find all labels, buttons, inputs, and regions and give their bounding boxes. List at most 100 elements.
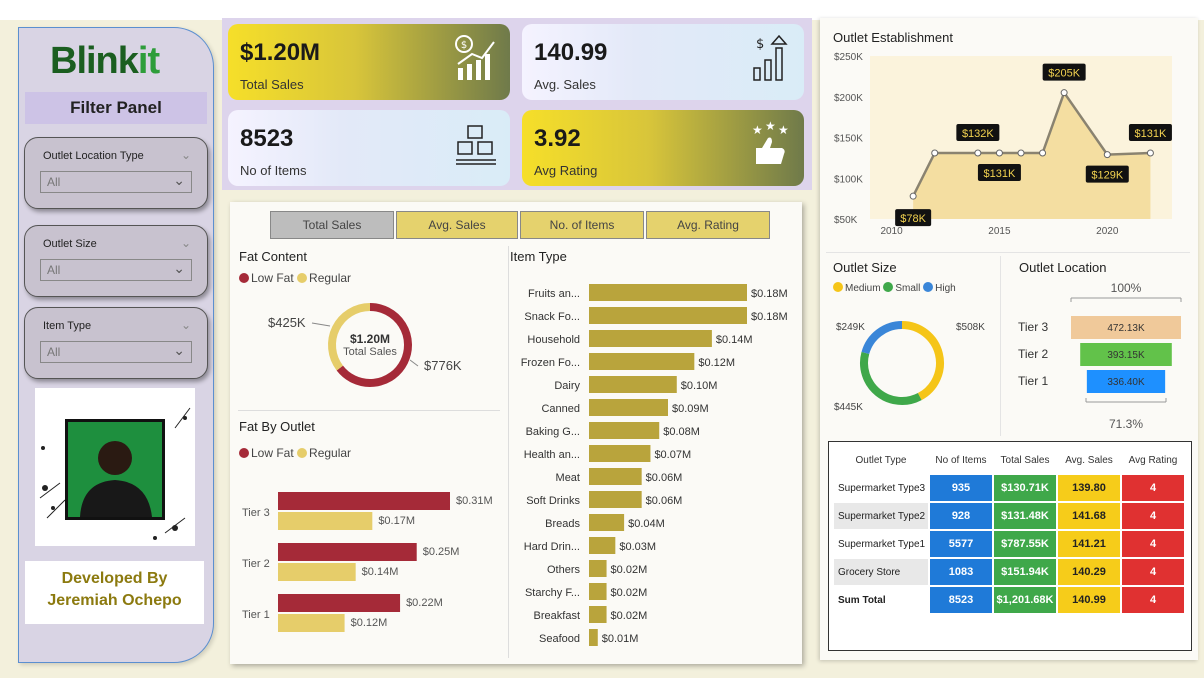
table-cell: 4 bbox=[1122, 531, 1184, 557]
tab-no-of-items[interactable]: No. of Items bbox=[520, 211, 644, 239]
slicer-value: All bbox=[47, 263, 61, 277]
y-tick-label: Health an... bbox=[524, 449, 580, 461]
data-label: 393.15K bbox=[1107, 350, 1145, 361]
table-cell: 5577 bbox=[930, 531, 992, 557]
item-bar bbox=[589, 399, 668, 416]
item-bar bbox=[589, 330, 712, 347]
column-header[interactable]: Avg. Sales bbox=[1065, 454, 1113, 466]
data-label-box bbox=[1085, 165, 1129, 183]
kpi-label: Avg. Sales bbox=[534, 77, 596, 92]
column-header[interactable]: Outlet Type bbox=[855, 454, 907, 466]
data-label: $0.10M bbox=[681, 380, 718, 392]
main-charts-panel bbox=[230, 202, 802, 664]
fat-by-outlet-legend: Low Fat Regular bbox=[239, 446, 351, 460]
table-cell: Sum Total bbox=[834, 587, 928, 613]
data-label: $0.02M bbox=[611, 587, 648, 599]
donut-center-value: $1.20M bbox=[350, 332, 390, 346]
funnel-bottom-label: 71.3% bbox=[1109, 417, 1143, 431]
column-header[interactable]: No of Items bbox=[935, 454, 987, 466]
legend-item: Small bbox=[895, 283, 921, 294]
kpi-no-of-items: 8523 No of Items bbox=[228, 110, 510, 186]
x-tick-label: 2020 bbox=[1096, 226, 1119, 237]
table-cell: 141.21 bbox=[1058, 531, 1120, 557]
data-label: $0.25M bbox=[423, 546, 460, 558]
data-label: 472.13K bbox=[1107, 323, 1145, 334]
svg-text:$: $ bbox=[756, 37, 764, 52]
data-label-box bbox=[956, 123, 1000, 141]
outlet-location-title: Outlet Location bbox=[1019, 260, 1107, 275]
legend-item: Medium bbox=[845, 283, 881, 294]
bar-low-fat bbox=[278, 492, 450, 510]
chevron-down-icon: ⌄ bbox=[173, 172, 185, 188]
data-label: $0.14M bbox=[716, 334, 753, 346]
item-type-dropdown[interactable]: All ⌄ bbox=[40, 341, 192, 363]
data-label: $0.02M bbox=[611, 564, 648, 576]
item-bar bbox=[589, 307, 747, 324]
data-label: $0.06M bbox=[646, 472, 683, 484]
donut-center-label: Total Sales bbox=[343, 346, 397, 358]
dollar-chart-icon: $ bbox=[753, 34, 788, 81]
tab-avg-rating[interactable]: Avg. Rating bbox=[646, 211, 770, 239]
data-point bbox=[1017, 149, 1025, 157]
y-tick-label: Tier 3 bbox=[1018, 320, 1049, 334]
fat-slice-low-fat bbox=[336, 303, 412, 387]
kpi-value: 140.99 bbox=[534, 39, 608, 66]
divider bbox=[508, 246, 509, 658]
legend-dot bbox=[239, 448, 249, 458]
funnel-bar bbox=[1071, 316, 1181, 339]
y-tick-label: Household bbox=[527, 334, 580, 346]
data-point bbox=[1146, 149, 1154, 157]
column-header[interactable]: Total Sales bbox=[1000, 454, 1050, 466]
outlet-size-dropdown[interactable]: All ⌄ bbox=[40, 259, 192, 281]
y-tick-label: Frozen Fo... bbox=[521, 357, 580, 369]
legend-dot bbox=[883, 282, 894, 292]
y-tick-label: $250K bbox=[834, 52, 863, 63]
slicer-label: Outlet Location Type bbox=[43, 150, 144, 162]
funnel-bar bbox=[1086, 370, 1166, 393]
size-slice-high bbox=[861, 321, 903, 355]
outlet-location-type-slicer: Outlet Location Type ⌄ All ⌄ bbox=[24, 137, 208, 209]
data-label: $0.01M bbox=[602, 633, 639, 645]
table-cell: 4 bbox=[1122, 503, 1184, 529]
y-tick-label: Breakfast bbox=[534, 610, 580, 622]
item-bar bbox=[589, 606, 607, 623]
sales-growth-icon: $ bbox=[455, 35, 495, 80]
blinkit-logo: Blinkit bbox=[50, 40, 160, 82]
y-tick-label: Fruits an... bbox=[528, 288, 580, 300]
data-label-box bbox=[895, 209, 932, 227]
chevron-down-icon[interactable]: ⌄ bbox=[180, 318, 191, 332]
legend-item: Regular bbox=[309, 271, 352, 285]
data-label: $0.14M bbox=[362, 566, 399, 578]
chevron-down-icon[interactable]: ⌄ bbox=[180, 148, 191, 162]
table-header-row: Outlet Type No of Items Total Sales Avg. Sa… bbox=[834, 447, 1184, 473]
data-point bbox=[909, 192, 917, 200]
tab-avg-sales[interactable]: Avg. Sales bbox=[396, 211, 518, 239]
column-header[interactable]: Avg Rating bbox=[1128, 454, 1178, 466]
outlet-location-type-dropdown[interactable]: All ⌄ bbox=[40, 171, 192, 193]
item-bar bbox=[589, 514, 625, 531]
area-fill bbox=[913, 92, 1151, 219]
data-label: $0.06M bbox=[646, 495, 683, 507]
tab-total-sales[interactable]: Total Sales bbox=[270, 211, 394, 239]
fat-content-legend: Low Fat Regular bbox=[239, 271, 351, 285]
kpi-value: 3.92 bbox=[534, 125, 581, 152]
item-type-slicer: Item Type ⌄ All ⌄ bbox=[24, 307, 208, 379]
data-label: $0.02M bbox=[611, 610, 648, 622]
svg-text:$: $ bbox=[461, 40, 467, 51]
item-bar bbox=[589, 560, 607, 577]
table-cell: 1083 bbox=[930, 559, 992, 585]
table-cell: 139.80 bbox=[1058, 475, 1120, 501]
fat-content-title: Fat Content bbox=[239, 249, 307, 264]
data-label: $205K bbox=[1048, 68, 1080, 80]
fat-by-outlet-title: Fat By Outlet bbox=[239, 419, 315, 434]
fat-by-outlet-bar-chart: Tier 3 $0.31M $0.17M Tier 2 $0.25M $0.14M Tier… bbox=[242, 492, 493, 632]
data-label: $0.03M bbox=[619, 541, 656, 553]
item-type-bar-chart: Fruits an... $0.18M Snack Fo... $0.18M House… bbox=[521, 284, 788, 646]
data-label: $78K bbox=[900, 213, 926, 225]
leader-line bbox=[409, 359, 419, 367]
data-point bbox=[931, 149, 939, 157]
kpi-label: No of Items bbox=[240, 163, 307, 178]
chevron-down-icon[interactable]: ⌄ bbox=[180, 236, 191, 250]
y-tick-label: $200K bbox=[834, 93, 863, 104]
chevron-down-icon: ⌄ bbox=[173, 342, 185, 358]
